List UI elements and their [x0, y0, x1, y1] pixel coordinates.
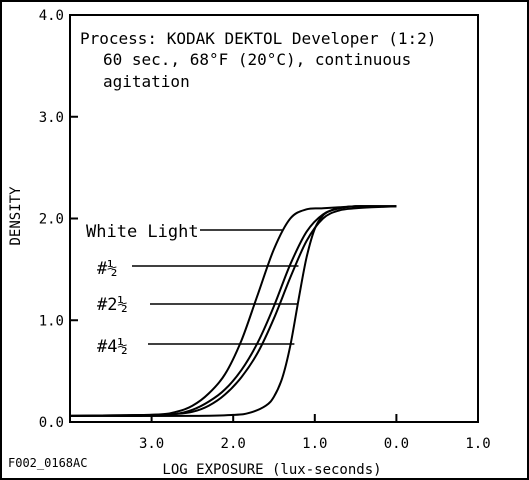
x-tick-label: 2.0 [221, 436, 246, 452]
y-tick-label: 3.0 [39, 110, 64, 126]
process-annotation-line-3: agitation [103, 72, 190, 91]
series-label-four-half-prefix: #4 [97, 337, 117, 357]
y-tick-label: 4.0 [39, 8, 64, 24]
y-tick-label: 0.0 [39, 415, 64, 431]
series-label-half: #½ [97, 259, 118, 279]
figure-code: F002_0168AC [8, 456, 87, 470]
curve-layer [69, 205, 397, 417]
process-annotation-line-1: Process: KODAK DEKTOL Developer (1:2) [80, 29, 436, 48]
series-label-white-light: White Light [86, 222, 199, 242]
series-line-2 [69, 205, 397, 417]
series-label-four-half-fraction: ½ [117, 337, 127, 357]
x-axis-title: LOG EXPOSURE (lux-seconds) [162, 462, 381, 478]
series-label-half-fraction: ½ [107, 259, 117, 279]
series-label-half-prefix: # [97, 259, 108, 279]
series-label-four-half: #4½ [97, 337, 128, 357]
x-tick-label: 0.0 [384, 436, 409, 452]
y-tick-label: 1.0 [39, 313, 64, 329]
plot-area [69, 14, 479, 423]
leader-layer [132, 229, 299, 345]
series-label-two-half: #2½ [97, 295, 128, 315]
y-axis-title: DENSITY [8, 186, 24, 246]
x-tick-label: 3.0 [139, 436, 164, 452]
x-tick-label: 1.0 [302, 436, 327, 452]
y-tick-label: 2.0 [39, 212, 64, 228]
series-label-two-half-prefix: #2 [97, 295, 117, 315]
x-tick-label: 1.0 [465, 436, 490, 452]
series-label-two-half-fraction: ½ [117, 295, 127, 315]
process-annotation-line-2: 60 sec., 68°F (20°C), continuous [103, 50, 411, 69]
series-line-3 [69, 205, 397, 417]
